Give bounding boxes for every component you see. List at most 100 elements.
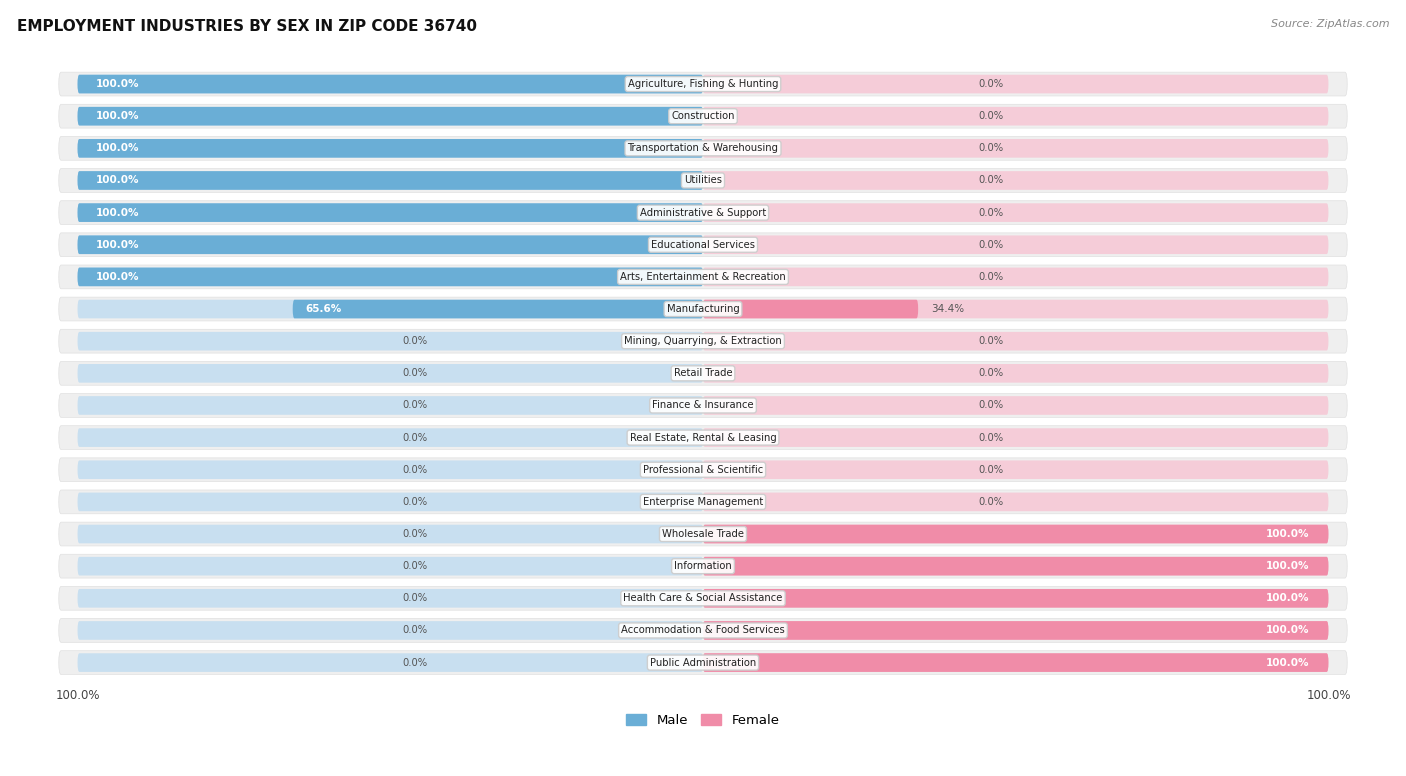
Text: 0.0%: 0.0% bbox=[979, 111, 1004, 121]
Text: Transportation & Warehousing: Transportation & Warehousing bbox=[627, 144, 779, 154]
FancyBboxPatch shape bbox=[77, 74, 703, 93]
Text: 0.0%: 0.0% bbox=[979, 497, 1004, 507]
FancyBboxPatch shape bbox=[703, 653, 1329, 672]
Text: 0.0%: 0.0% bbox=[402, 625, 427, 636]
FancyBboxPatch shape bbox=[703, 203, 1329, 222]
FancyBboxPatch shape bbox=[703, 300, 918, 318]
FancyBboxPatch shape bbox=[59, 168, 1347, 192]
Text: Enterprise Management: Enterprise Management bbox=[643, 497, 763, 507]
FancyBboxPatch shape bbox=[703, 364, 1329, 383]
FancyBboxPatch shape bbox=[59, 233, 1347, 257]
FancyBboxPatch shape bbox=[703, 396, 1329, 415]
Text: Source: ZipAtlas.com: Source: ZipAtlas.com bbox=[1271, 19, 1389, 29]
Text: 0.0%: 0.0% bbox=[979, 369, 1004, 379]
Text: 0.0%: 0.0% bbox=[402, 561, 427, 571]
FancyBboxPatch shape bbox=[703, 621, 1329, 639]
FancyBboxPatch shape bbox=[77, 460, 703, 479]
FancyBboxPatch shape bbox=[59, 618, 1347, 643]
Text: 100.0%: 100.0% bbox=[1267, 529, 1310, 539]
Text: Agriculture, Fishing & Hunting: Agriculture, Fishing & Hunting bbox=[627, 79, 779, 89]
Text: 0.0%: 0.0% bbox=[402, 369, 427, 379]
FancyBboxPatch shape bbox=[77, 653, 703, 672]
Text: 100.0%: 100.0% bbox=[1267, 561, 1310, 571]
FancyBboxPatch shape bbox=[77, 107, 703, 126]
Text: Arts, Entertainment & Recreation: Arts, Entertainment & Recreation bbox=[620, 272, 786, 282]
Text: Mining, Quarrying, & Extraction: Mining, Quarrying, & Extraction bbox=[624, 336, 782, 346]
Text: 100.0%: 100.0% bbox=[96, 208, 139, 217]
FancyBboxPatch shape bbox=[703, 74, 1329, 93]
Text: Finance & Insurance: Finance & Insurance bbox=[652, 400, 754, 411]
Text: 0.0%: 0.0% bbox=[979, 272, 1004, 282]
Text: Wholesale Trade: Wholesale Trade bbox=[662, 529, 744, 539]
Text: 100.0%: 100.0% bbox=[55, 689, 100, 702]
FancyBboxPatch shape bbox=[59, 393, 1347, 417]
FancyBboxPatch shape bbox=[59, 104, 1347, 128]
Text: 100.0%: 100.0% bbox=[96, 144, 139, 154]
FancyBboxPatch shape bbox=[703, 557, 1329, 576]
FancyBboxPatch shape bbox=[77, 171, 703, 190]
Text: 0.0%: 0.0% bbox=[402, 657, 427, 667]
FancyBboxPatch shape bbox=[77, 268, 703, 286]
Text: Real Estate, Rental & Leasing: Real Estate, Rental & Leasing bbox=[630, 432, 776, 442]
Text: 0.0%: 0.0% bbox=[402, 497, 427, 507]
FancyBboxPatch shape bbox=[703, 493, 1329, 511]
FancyBboxPatch shape bbox=[703, 300, 1329, 318]
FancyBboxPatch shape bbox=[77, 428, 703, 447]
FancyBboxPatch shape bbox=[59, 329, 1347, 353]
Text: Educational Services: Educational Services bbox=[651, 240, 755, 250]
Text: 100.0%: 100.0% bbox=[1267, 594, 1310, 603]
Text: Accommodation & Food Services: Accommodation & Food Services bbox=[621, 625, 785, 636]
Text: Construction: Construction bbox=[671, 111, 735, 121]
Text: 65.6%: 65.6% bbox=[305, 304, 342, 314]
FancyBboxPatch shape bbox=[77, 268, 703, 286]
FancyBboxPatch shape bbox=[77, 589, 703, 608]
Text: 0.0%: 0.0% bbox=[979, 175, 1004, 185]
Text: Professional & Scientific: Professional & Scientific bbox=[643, 465, 763, 475]
Text: Manufacturing: Manufacturing bbox=[666, 304, 740, 314]
FancyBboxPatch shape bbox=[59, 522, 1347, 546]
Text: Utilities: Utilities bbox=[683, 175, 723, 185]
FancyBboxPatch shape bbox=[703, 653, 1329, 672]
FancyBboxPatch shape bbox=[77, 332, 703, 351]
Text: EMPLOYMENT INDUSTRIES BY SEX IN ZIP CODE 36740: EMPLOYMENT INDUSTRIES BY SEX IN ZIP CODE… bbox=[17, 19, 477, 34]
Text: 100.0%: 100.0% bbox=[96, 111, 139, 121]
FancyBboxPatch shape bbox=[77, 557, 703, 576]
Text: 100.0%: 100.0% bbox=[1267, 625, 1310, 636]
FancyBboxPatch shape bbox=[77, 364, 703, 383]
FancyBboxPatch shape bbox=[77, 396, 703, 415]
FancyBboxPatch shape bbox=[59, 137, 1347, 160]
FancyBboxPatch shape bbox=[703, 621, 1329, 639]
FancyBboxPatch shape bbox=[59, 362, 1347, 385]
Text: 0.0%: 0.0% bbox=[402, 529, 427, 539]
Legend: Male, Female: Male, Female bbox=[621, 708, 785, 733]
FancyBboxPatch shape bbox=[77, 621, 703, 639]
FancyBboxPatch shape bbox=[703, 525, 1329, 543]
Text: 0.0%: 0.0% bbox=[402, 465, 427, 475]
Text: 100.0%: 100.0% bbox=[96, 175, 139, 185]
Text: 0.0%: 0.0% bbox=[979, 144, 1004, 154]
Text: 0.0%: 0.0% bbox=[979, 432, 1004, 442]
Text: Public Administration: Public Administration bbox=[650, 657, 756, 667]
FancyBboxPatch shape bbox=[703, 332, 1329, 351]
FancyBboxPatch shape bbox=[77, 139, 703, 158]
Text: 100.0%: 100.0% bbox=[96, 240, 139, 250]
FancyBboxPatch shape bbox=[59, 458, 1347, 482]
Text: 0.0%: 0.0% bbox=[979, 400, 1004, 411]
Text: Health Care & Social Assistance: Health Care & Social Assistance bbox=[623, 594, 783, 603]
FancyBboxPatch shape bbox=[703, 589, 1329, 608]
FancyBboxPatch shape bbox=[77, 203, 703, 222]
FancyBboxPatch shape bbox=[77, 107, 703, 126]
FancyBboxPatch shape bbox=[77, 525, 703, 543]
Text: 100.0%: 100.0% bbox=[1306, 689, 1351, 702]
FancyBboxPatch shape bbox=[703, 171, 1329, 190]
Text: Administrative & Support: Administrative & Support bbox=[640, 208, 766, 217]
FancyBboxPatch shape bbox=[59, 426, 1347, 449]
Text: 0.0%: 0.0% bbox=[402, 432, 427, 442]
Text: 0.0%: 0.0% bbox=[979, 79, 1004, 89]
FancyBboxPatch shape bbox=[292, 300, 703, 318]
FancyBboxPatch shape bbox=[77, 203, 703, 222]
FancyBboxPatch shape bbox=[703, 428, 1329, 447]
Text: 0.0%: 0.0% bbox=[979, 336, 1004, 346]
FancyBboxPatch shape bbox=[77, 235, 703, 254]
Text: 100.0%: 100.0% bbox=[96, 272, 139, 282]
